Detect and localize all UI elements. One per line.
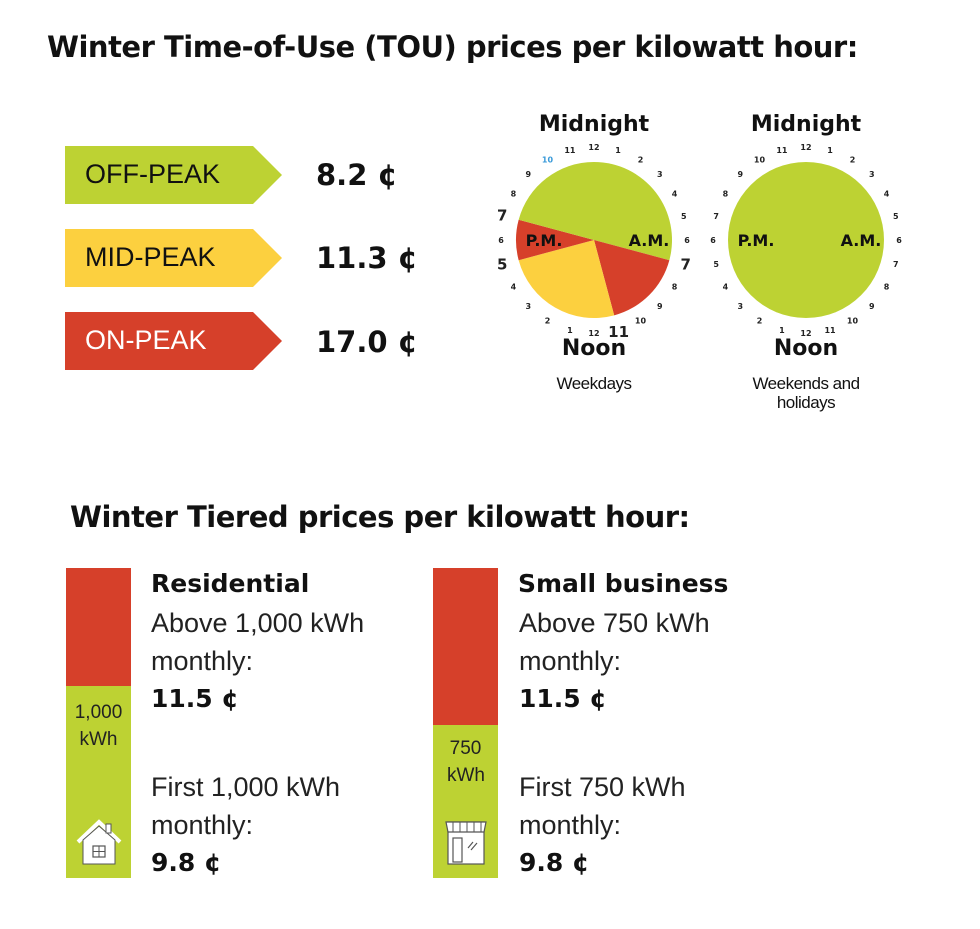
clock-hour-label: 5 [497,256,507,274]
clock-hour-label: 12 [588,329,599,338]
house-icon [76,819,122,865]
clock-hour-label: 11 [564,146,576,155]
residential-threshold: 1,000 kWh [74,702,123,750]
tiered-title: Winter Tiered prices per kilowatt hour: [70,500,690,534]
clock-hour-label: 12 [800,329,811,338]
tou-title: Winter Time-of-Use (TOU) prices per kilo… [47,30,858,64]
off-peak-label: OFF-PEAK [85,159,221,189]
clock-hour-label: 5 [893,212,899,221]
clock-hour-label: 10 [635,317,647,326]
clock-hour-label: 4 [511,283,517,292]
residential-lower-text: First 1,000 kWh monthly: [151,772,341,840]
clock-hour-label: 10 [542,155,554,164]
tou-clocks: 12 1234567891011121234567891011A.M.P.M.12… [497,143,902,341]
clock-hour-label: 1 [615,146,621,155]
clock-hour-label: 12 [800,143,811,152]
clock-segment-off_peak [518,162,594,240]
clock-hour-label: 2 [757,317,763,326]
weekend-noon-label: Noon [773,336,839,361]
weekday-caption: Weekdays [556,374,632,393]
clock-hour-label: 10 [754,155,766,164]
on-peak-tag: ON-PEAK [65,312,282,370]
am-label: A.M. [629,231,670,250]
clock-hour-label: 3 [869,170,875,179]
clock-hour-label: 6 [710,236,716,245]
clock-hour-label: 8 [884,283,890,292]
clock-hour-label: 6 [684,236,690,245]
pm-label: P.M. [738,231,775,250]
weekend-caption: Weekends and holidays [752,374,860,412]
clock-hour-label: 2 [638,155,644,164]
clock-hour-label: 8 [672,283,678,292]
clock-hour-label: 4 [723,283,729,292]
storefront-icon [445,821,487,865]
clock-hour-label: 4 [884,190,890,199]
clock-hour-label: 11 [824,326,836,335]
clock-hour-label: 3 [657,170,663,179]
clock-hour-label: 8 [511,190,517,199]
residential-upper-tier-bar [66,568,131,686]
mid-peak-price: 11.3 ¢ [316,241,418,275]
clock-hour-label: 5 [713,260,719,269]
clock-hour-label: 6 [896,236,902,245]
off-peak-tag: OFF-PEAK [65,146,282,204]
business-lower-text: First 750 kWh monthly: [519,772,686,840]
clock-hour-label: 1 [827,146,833,155]
residential-upper-price: 11.5 ¢ [151,684,239,713]
clock-hour-label: 1 [567,326,573,335]
clock-hour-label: 10 [847,317,859,326]
weekend-midnight-label: Midnight [750,112,862,137]
weekday-midnight-label: Midnight [538,112,650,137]
business-heading: Small business [518,569,729,598]
clock-hour-label: 3 [737,302,743,311]
clock-segment-on_peak [516,219,594,261]
am-label: A.M. [841,231,882,250]
clock-hour-label: 11 [776,146,788,155]
clock-hour-label: 12 [588,143,599,152]
clock-hour-label: 11 [608,323,629,341]
on-peak-price: 17.0 ¢ [316,325,418,359]
clock-hour-label: 3 [525,302,531,311]
business-lower-price: 9.8 ¢ [519,848,590,877]
residential-upper-text: Above 1,000 kWh monthly: [151,608,365,676]
clock-hour-label: 1 [779,326,785,335]
clock-hour-label: 2 [545,317,551,326]
business-upper-text: Above 750 kWh monthly: [519,608,710,676]
clock-hour-label: 9 [657,302,663,311]
clock-hour-label: 9 [737,170,743,179]
clock-hour-label: 6 [498,236,504,245]
residential-heading: Residential [151,569,310,598]
clock-hour-label: 5 [681,212,687,221]
clock-segment-on_peak [594,240,670,316]
clock-hour-label: 7 [681,256,691,274]
residential-lower-price: 9.8 ¢ [151,848,222,877]
clock-segment-mid_peak [518,240,615,319]
pm-label: P.M. [526,231,563,250]
clock-hour-label: 9 [869,302,875,311]
clock-hour-label: 7 [713,212,719,221]
mid-peak-label: MID-PEAK [85,242,216,272]
weekday-noon-label: Noon [561,336,627,361]
off-peak-price: 8.2 ¢ [316,158,398,192]
clock-segment-off_peak [594,162,672,261]
clock-hour-label: 7 [497,206,507,224]
business-threshold: 750 kWh [447,738,485,786]
clock-hour-label: 9 [525,170,531,179]
clock-hour-label: 2 [850,155,856,164]
business-upper-price: 11.5 ¢ [519,684,607,713]
clock-hour-label: 4 [672,190,678,199]
clock-segment-off_peak [728,162,884,318]
mid-peak-tag: MID-PEAK [65,229,282,287]
clock-hour-label: 8 [723,190,729,199]
business-upper-tier-bar [433,568,498,725]
on-peak-label: ON-PEAK [85,325,207,355]
clock-hour-label: 7 [893,260,899,269]
